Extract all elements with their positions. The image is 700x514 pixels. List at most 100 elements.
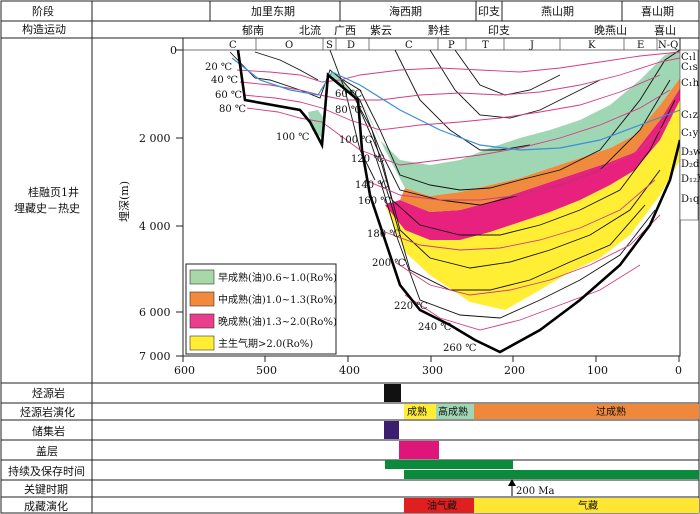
formation-C1h: C₁h bbox=[681, 78, 700, 89]
evolution-high-label: 高成熟 bbox=[438, 405, 468, 418]
isotherm-label-100b: 100 ℃ bbox=[339, 135, 372, 146]
isotherm-label-260: 260 ℃ bbox=[443, 343, 476, 354]
critical-label: 200 Ma bbox=[516, 486, 555, 497]
isotherm-label-100a: 100 ℃ bbox=[276, 132, 309, 143]
period-K: K bbox=[588, 40, 596, 51]
isotherm-curves bbox=[236, 51, 681, 331]
isotherm-label-120: 120 ℃ bbox=[351, 154, 384, 165]
y-tick-2000: 2 000 bbox=[139, 132, 171, 145]
stage-himalayan: 喜山期 bbox=[641, 5, 674, 18]
x-tick-100: 100 bbox=[587, 364, 608, 377]
formation-C1z: C₁z bbox=[681, 110, 698, 121]
isotherm-label-180: 180 ℃ bbox=[367, 229, 400, 240]
tectonic-yunan: 郁南 bbox=[242, 23, 264, 37]
period-C1: C bbox=[229, 40, 237, 51]
basement-outline bbox=[236, 49, 682, 354]
x-tick-400: 400 bbox=[339, 364, 360, 377]
caprock-bar bbox=[399, 441, 439, 459]
isotherm-label-40: 40 ℃ bbox=[211, 75, 238, 86]
stage-caledonian: 加里东期 bbox=[251, 5, 295, 18]
tectonic-himalaya: 喜山 bbox=[654, 24, 676, 37]
well-title: 桂融页1井 bbox=[28, 185, 79, 199]
row-label-reservoir: 储集岩 bbox=[32, 424, 65, 438]
isotherm-label-80b: 80 ℃ bbox=[335, 105, 362, 116]
x-tick-200: 200 bbox=[504, 364, 525, 377]
x-tick-0: 0 bbox=[675, 364, 682, 377]
y-tick-4000: 4 000 bbox=[139, 220, 171, 233]
tectonic-qiangui: 黔桂 bbox=[428, 23, 450, 37]
row-label-preservation: 持续及保存时间 bbox=[8, 464, 85, 478]
period-O: O bbox=[285, 40, 293, 51]
isotherm-label-140: 140 ℃ bbox=[355, 180, 388, 191]
legend-swatch-late bbox=[189, 313, 215, 329]
formation-D3w: D₃w bbox=[681, 147, 700, 158]
isotherm-label-200: 200 ℃ bbox=[372, 258, 405, 269]
legend-label-mid: 中成熟(油)1.0~1.3(Ro%) bbox=[218, 293, 337, 306]
accumulation-oil-label: 油气藏 bbox=[427, 499, 457, 512]
isotherm-label-60b: 60 ℃ bbox=[335, 89, 362, 100]
accumulation-gas-bar bbox=[474, 498, 699, 513]
stage-indosinian: 印支 bbox=[478, 5, 500, 18]
preservation-bar-1 bbox=[385, 460, 513, 469]
accumulation-gas-label: 气藏 bbox=[578, 499, 598, 512]
x-tick-600: 600 bbox=[174, 364, 195, 377]
stage-row-label: 阶段 bbox=[32, 4, 54, 18]
tectonic-beiliu: 北流 bbox=[299, 23, 321, 37]
isotherm-label-160: 160 ℃ bbox=[358, 196, 391, 207]
source-rock-bar bbox=[384, 384, 401, 402]
zone-early-mature-small bbox=[308, 110, 325, 138]
row-label-critical: 关键时期 bbox=[24, 482, 68, 496]
zone-early-mature bbox=[328, 50, 680, 196]
legend-swatch-mid bbox=[189, 291, 215, 307]
period-T: T bbox=[482, 40, 489, 51]
period-E: E bbox=[637, 40, 644, 51]
critical-arrow-head bbox=[508, 479, 516, 486]
zone-gas bbox=[385, 100, 680, 310]
isotherm-label-80: 80 ℃ bbox=[219, 104, 246, 115]
x-tick-300: 300 bbox=[422, 364, 443, 377]
period-S: S bbox=[326, 40, 333, 51]
x-tick-500: 500 bbox=[256, 364, 277, 377]
y-tick-6000: 6 000 bbox=[139, 306, 171, 319]
period-C2: C bbox=[405, 40, 413, 51]
x-axis bbox=[182, 356, 680, 362]
period-NQ: N-Q bbox=[658, 40, 678, 51]
tectonic-guangxi: 广西 bbox=[334, 24, 356, 37]
formation-C1l: C₁l bbox=[681, 52, 696, 63]
stage-hercynian: 海西期 bbox=[389, 4, 422, 18]
evolution-mature-label: 成熟 bbox=[407, 405, 427, 418]
formation-C1s: C₁s bbox=[681, 62, 698, 73]
formation-D1q: D₁q bbox=[681, 194, 700, 205]
evolution-high-bar bbox=[436, 404, 474, 419]
formation-D12X: D₁₂X bbox=[681, 174, 700, 185]
evolution-over-label: 过成熟 bbox=[596, 405, 626, 418]
y-axis-label: 埋深(m) bbox=[118, 181, 131, 222]
formation-column bbox=[679, 49, 699, 221]
period-dividers bbox=[255, 38, 658, 50]
accumulation-oil-bar bbox=[404, 498, 474, 513]
legend-swatch-early bbox=[189, 269, 215, 285]
evolution-mature-bar bbox=[404, 404, 436, 419]
row-label-accumulation: 成藏演化 bbox=[24, 499, 68, 513]
legend-swatch-gas bbox=[189, 335, 215, 351]
preservation-bar-2 bbox=[404, 470, 699, 479]
tectonic-late-yanshan: 晚燕山 bbox=[594, 24, 627, 37]
formation-C1y: C₁y bbox=[681, 128, 699, 139]
blue-isotherm bbox=[231, 57, 681, 151]
isotherm-label-60: 60 ℃ bbox=[215, 90, 242, 101]
y-axis bbox=[176, 49, 183, 357]
tectonic-ziyun: 紫云 bbox=[370, 24, 392, 37]
tectonic-indosinian: 印支 bbox=[488, 24, 510, 37]
period-P: P bbox=[448, 40, 455, 51]
stage-yanshanian: 燕山期 bbox=[541, 5, 574, 18]
legend-label-gas: 主生气期>2.0(Ro%) bbox=[218, 337, 313, 350]
formation-D2d: D₂d bbox=[681, 159, 700, 170]
period-D: D bbox=[347, 40, 355, 51]
row-label-caprock: 盖层 bbox=[36, 444, 58, 458]
isotherm-label-20: 20 ℃ bbox=[205, 62, 232, 73]
legend-label-late: 晚成熟(油)1.3~2.0(Ro%) bbox=[218, 315, 337, 328]
period-J: J bbox=[529, 40, 534, 51]
zone-late-mature bbox=[385, 88, 680, 240]
isotherm-label-220: 220 ℃ bbox=[394, 301, 427, 312]
